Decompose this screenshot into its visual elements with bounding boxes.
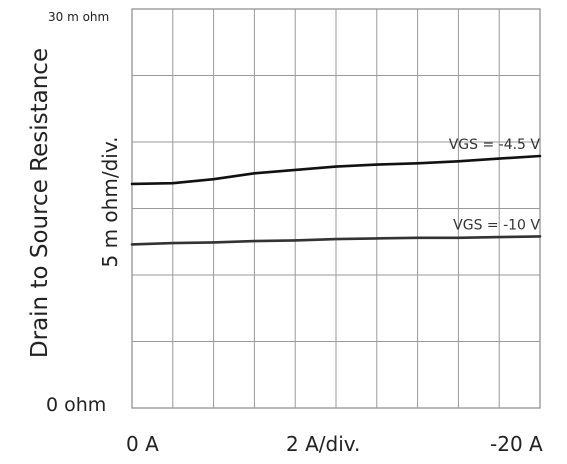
y-axis-scale-label: 5 m ohm/div. xyxy=(98,136,122,268)
y-tick-top: 30 m ohm xyxy=(48,10,110,24)
y-axis-label: Drain to Source Resistance xyxy=(27,47,53,359)
series-labels: VGS = -4.5 V VGS = -10 V xyxy=(449,137,541,233)
series-label-2: VGS = -10 V xyxy=(453,217,540,233)
x-tick-mid: 2 A/div. xyxy=(286,432,361,456)
series-label-1: VGS = -4.5 V xyxy=(449,137,541,153)
grid xyxy=(131,8,541,409)
series-line-2 xyxy=(130,235,542,246)
series-layer xyxy=(130,154,542,246)
series-line-1 xyxy=(130,154,542,186)
y-tick-bottom: 0 ohm xyxy=(46,394,107,416)
x-tick-right: -20 A xyxy=(490,432,543,456)
x-tick-left: 0 A xyxy=(126,432,159,456)
